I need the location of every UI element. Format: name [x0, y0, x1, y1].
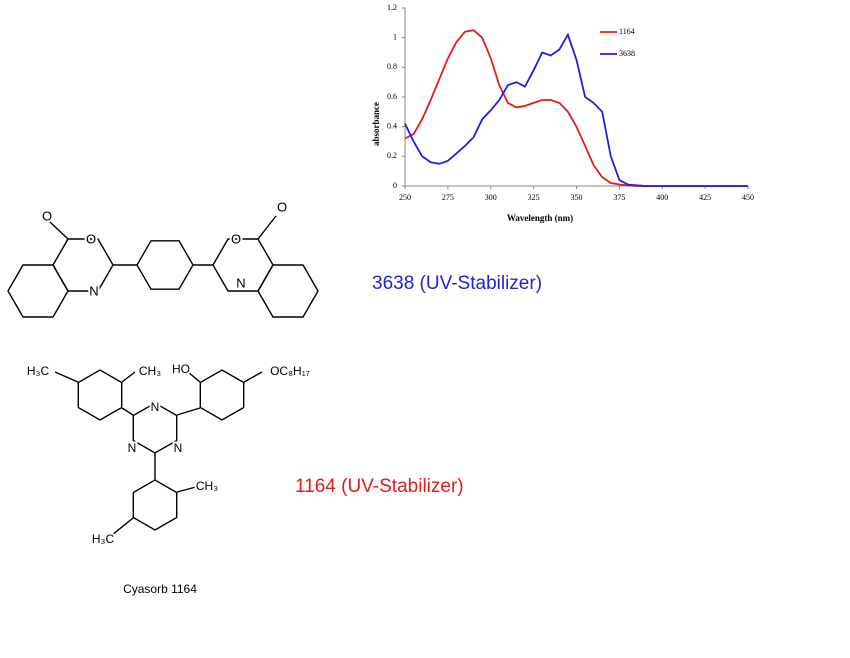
caption: Cyasorb 1164: [123, 582, 197, 596]
atom-label: O: [277, 199, 287, 214]
x-tick-label: 450: [742, 193, 754, 202]
y-axis-label: absorbance: [371, 102, 381, 146]
x-tick-label: 375: [613, 193, 625, 202]
x-tick-label: 425: [699, 193, 711, 202]
bond: [187, 371, 201, 383]
y-tick-label: 1: [393, 32, 397, 41]
ring: [52, 238, 114, 292]
x-tick-label: 275: [442, 193, 454, 202]
x-axis-label: Wavelength (nm): [507, 213, 573, 223]
atom-label: H₃C: [27, 364, 50, 378]
bond: [176, 407, 201, 416]
series-line: [404, 32, 748, 187]
atom-label: N: [236, 275, 245, 290]
x-tick-label: 400: [656, 193, 668, 202]
atom-label: O: [86, 231, 96, 246]
bond: [111, 517, 134, 536]
bond: [243, 371, 263, 383]
x-tick-label: 350: [571, 193, 583, 202]
label-3638: 3638 (UV-Stabilizer): [372, 273, 542, 294]
legend-label: 1164: [619, 27, 635, 36]
atom-label: CH₃: [139, 364, 161, 378]
y-tick-label: 0.4: [387, 121, 397, 130]
atom-label: H₃C: [92, 532, 115, 546]
bond: [121, 407, 134, 416]
y-tick-label: 0.6: [387, 92, 397, 101]
legend-label: 3638: [619, 49, 635, 58]
atom-label: N: [174, 441, 183, 455]
atom-label: N: [89, 283, 98, 298]
x-tick-label: 300: [485, 193, 497, 202]
ring: [132, 479, 178, 531]
bond: [257, 215, 277, 240]
ring: [257, 264, 319, 318]
structures: O O N O O N H₃C CH₃ HO OC₈H₁₇ N N N CH₃ H₃C: [7, 197, 319, 548]
bond: [54, 371, 79, 383]
y-tick-label: 0.2: [387, 151, 397, 160]
x-tick-label: 325: [528, 193, 540, 202]
atom-label: N: [151, 400, 160, 414]
ring: [136, 240, 194, 290]
y-tick-label: 1.2: [387, 3, 397, 12]
y-tick-label: 0.8: [387, 62, 397, 71]
atom-label: CH₃: [196, 479, 218, 493]
atom-label: HO: [172, 362, 190, 376]
ring: [77, 369, 123, 421]
bond: [121, 371, 136, 383]
atom-label: N: [128, 441, 137, 455]
series-line: [404, 29, 748, 187]
x-tick-label: 250: [399, 193, 411, 202]
atom-label: O: [42, 208, 52, 223]
bond: [176, 486, 197, 493]
ring: [199, 369, 245, 421]
ring: [7, 264, 69, 318]
atom-label: O: [231, 231, 241, 246]
y-tick-label: 0: [393, 181, 397, 190]
bond: [49, 221, 69, 240]
label-1164: 1164 (UV-Stabilizer): [295, 476, 464, 497]
atom-label: OC₈H₁₇: [270, 364, 310, 378]
